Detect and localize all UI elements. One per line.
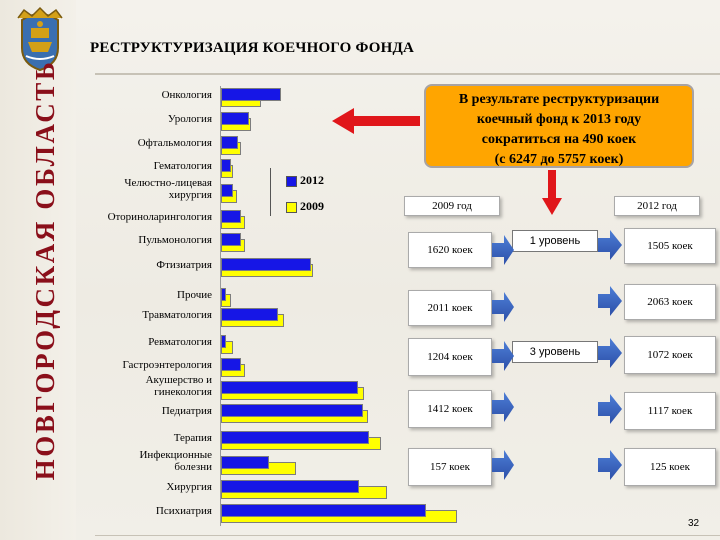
category-label: Педиатрия bbox=[161, 405, 212, 417]
beds-2012-row-2: 2063 коек bbox=[624, 284, 716, 320]
beds-2009-row-1: 1620 коек bbox=[408, 232, 492, 268]
arrow-right-icon bbox=[598, 338, 622, 368]
bar-2012 bbox=[221, 112, 249, 125]
arrow-right-icon bbox=[492, 450, 514, 480]
bar-2012 bbox=[221, 381, 358, 394]
title-divider bbox=[95, 73, 720, 75]
category-label: хирургия bbox=[168, 189, 212, 201]
category-label: Урология bbox=[167, 113, 212, 125]
category-label: болезни bbox=[174, 461, 212, 473]
left-arrow-icon bbox=[332, 108, 420, 134]
bar-2012 bbox=[221, 159, 231, 172]
page-title: РЕСТРУКТУРИЗАЦИЯ КОЕЧНОГО ФОНДА bbox=[90, 40, 415, 56]
arrow-right-icon bbox=[598, 394, 622, 424]
beds-2012-row-4: 1117 коек bbox=[624, 392, 716, 430]
legend-label-2012: 2012 bbox=[300, 173, 324, 187]
arrow-right-icon bbox=[598, 230, 622, 260]
callout-line-4: (с 6247 до 5757 коек) bbox=[494, 152, 624, 167]
callout-line-1: В результате реструктуризации bbox=[458, 92, 660, 107]
category-label: Гематология bbox=[153, 160, 212, 172]
arrow-right-icon bbox=[492, 292, 514, 322]
callout-line-3: сократиться на 490 коек bbox=[481, 132, 637, 147]
level-3-label: 3 уровень bbox=[512, 341, 598, 363]
category-label: Гастроэнтерология bbox=[122, 359, 212, 371]
bar-2012 bbox=[221, 456, 269, 469]
category-label: Фтизиатрия bbox=[156, 259, 212, 271]
page-number: 32 bbox=[688, 518, 700, 529]
category-label: Акушерство и bbox=[145, 374, 212, 386]
bar-2012 bbox=[221, 258, 311, 271]
bar-2012 bbox=[221, 404, 363, 417]
category-label: Прочие bbox=[177, 289, 212, 301]
category-label: Травматология bbox=[142, 309, 212, 321]
legend-swatch-2012 bbox=[286, 176, 297, 187]
beds-2012-row-5: 125 коек bbox=[624, 448, 716, 486]
category-label: Офтальмология bbox=[137, 137, 212, 149]
category-label: Ревматология bbox=[148, 336, 212, 348]
category-label: Психиатрия bbox=[155, 505, 212, 517]
legend-label-2009: 2009 bbox=[300, 199, 324, 213]
beds-2009-row-4: 1412 коек bbox=[408, 390, 492, 428]
chart-legend: 2012 2009 bbox=[270, 168, 338, 218]
category-label: Челюстно-лицевая bbox=[124, 177, 212, 189]
bar-2012 bbox=[221, 136, 238, 149]
bar-chart bbox=[221, 88, 457, 523]
bar-chart-category-labels: Онкология Урология Офтальмология Гематологи… bbox=[0, 0, 212, 540]
coat-of-arms-icon bbox=[12, 6, 68, 74]
down-arrow-icon bbox=[542, 170, 562, 215]
bar-2012 bbox=[221, 184, 233, 197]
reduction-callout: В результате реструктуризации коечный фо… bbox=[424, 84, 694, 168]
category-label: Инфекционные bbox=[139, 449, 212, 461]
category-label: Терапия bbox=[173, 432, 212, 444]
bottom-divider bbox=[95, 535, 720, 536]
chart-axis bbox=[220, 86, 221, 526]
category-label: Онкология bbox=[161, 89, 212, 101]
year-2012-header: 2012 год bbox=[614, 196, 700, 216]
category-label: гинекология bbox=[154, 386, 212, 398]
bar-2012 bbox=[221, 210, 241, 223]
beds-2009-row-3: 1204 коек bbox=[408, 338, 492, 376]
callout-line-2: коечный фонд к 2013 году bbox=[476, 112, 642, 127]
left-side-band bbox=[0, 0, 76, 540]
arrow-right-icon bbox=[492, 235, 514, 265]
category-label: Хирургия bbox=[166, 481, 212, 493]
bar-2012 bbox=[221, 308, 278, 321]
year-2009-header: 2009 год bbox=[404, 196, 500, 216]
legend-swatch-2009 bbox=[286, 202, 297, 213]
arrow-right-icon bbox=[598, 450, 622, 480]
bar-2012 bbox=[221, 480, 359, 493]
beds-2012-row-1: 1505 коек bbox=[624, 228, 716, 264]
arrow-right-icon bbox=[492, 341, 514, 371]
bar-2012 bbox=[221, 233, 241, 246]
bar-2012 bbox=[221, 335, 226, 348]
bar-2012 bbox=[221, 431, 369, 444]
beds-2012-row-3: 1072 коек bbox=[624, 336, 716, 374]
bar-2012 bbox=[221, 288, 226, 301]
arrow-right-icon bbox=[598, 286, 622, 316]
category-label: Пульмонология bbox=[138, 234, 212, 246]
bar-2012 bbox=[221, 504, 426, 517]
arrow-right-icon bbox=[492, 392, 514, 422]
beds-2009-row-5: 157 коек bbox=[408, 448, 492, 486]
beds-2009-row-2: 2011 коек bbox=[408, 290, 492, 326]
bar-2012 bbox=[221, 88, 281, 101]
bar-2012 bbox=[221, 358, 241, 371]
level-1-label: 1 уровень bbox=[512, 230, 598, 252]
flow-arrows bbox=[492, 230, 622, 480]
legend-separator bbox=[270, 168, 271, 216]
category-label: Оториноларингология bbox=[107, 211, 212, 223]
